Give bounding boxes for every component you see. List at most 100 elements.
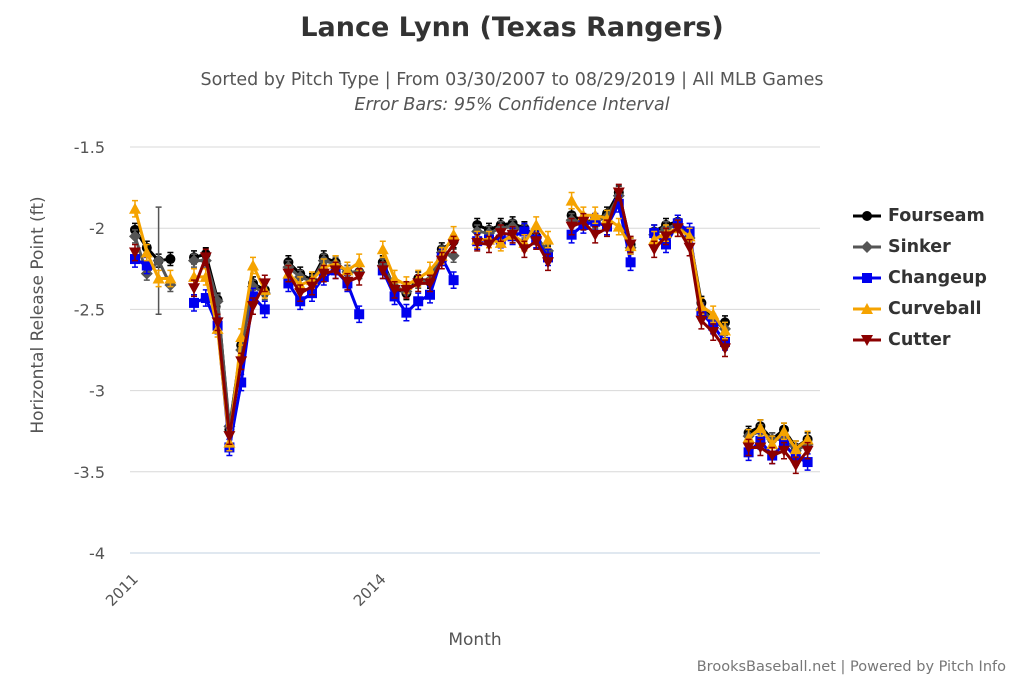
- data-point-curveball: [129, 202, 141, 214]
- data-point-cutter: [601, 223, 613, 235]
- data-point-curveball: [707, 308, 720, 320]
- data-point-cutter: [188, 283, 200, 295]
- legend: Fourseam Sinker Changeup Curveball Cutter: [852, 200, 987, 355]
- data-point-fourseam: [165, 254, 176, 265]
- data-point-changeup: [259, 304, 270, 315]
- data-point-cutter: [129, 247, 141, 259]
- legend-symbol-triangle-down-icon: [853, 334, 881, 346]
- data-point-cutter: [683, 242, 696, 254]
- data-point-changeup: [141, 260, 152, 271]
- data-point-cutter: [778, 445, 790, 457]
- legend-item-sinker[interactable]: Sinker: [852, 231, 987, 262]
- data-point-cutter: [801, 445, 814, 457]
- legend-label: Sinker: [888, 236, 951, 257]
- legend-item-cutter[interactable]: Cutter: [852, 324, 987, 355]
- data-point-cutter: [211, 317, 224, 329]
- data-point-cutter: [542, 257, 554, 269]
- x-tick-label: 2014: [350, 570, 390, 610]
- data-point-cutter: [247, 301, 259, 313]
- data-point-cutter: [754, 442, 767, 454]
- data-point-changeup: [519, 226, 530, 237]
- data-point-changeup: [413, 296, 424, 307]
- data-point-curveball: [424, 264, 436, 276]
- data-point-cutter: [707, 327, 720, 339]
- data-point-sinker: [152, 254, 165, 267]
- legend-marker: [861, 240, 873, 253]
- y-tick-label: -1.5: [74, 138, 105, 157]
- legend-item-curveball[interactable]: Curveball: [852, 293, 987, 324]
- legend-item-fourseam[interactable]: Fourseam: [852, 200, 987, 231]
- data-point-changeup: [200, 293, 211, 304]
- data-point-cutter: [518, 244, 531, 256]
- chart-title: Lance Lynn (Texas Rangers): [300, 12, 724, 43]
- data-point-curveball: [612, 220, 625, 232]
- data-point-cutter: [766, 450, 779, 462]
- data-point-cutter: [388, 284, 401, 296]
- data-point-changeup: [613, 198, 624, 209]
- data-point-cutter: [483, 239, 495, 251]
- data-point-cutter: [671, 223, 684, 235]
- y-tick-label: -2.5: [74, 300, 105, 319]
- legend-symbol-circle-icon: [853, 210, 881, 221]
- data-point-sinker: [129, 230, 141, 243]
- data-point-changeup: [802, 457, 813, 468]
- data-point-curveball: [353, 256, 366, 268]
- data-point-curveball: [376, 243, 389, 255]
- y-tick-label: -3.5: [74, 463, 105, 482]
- data-point-cutter: [577, 216, 590, 228]
- data-point-cutter: [624, 239, 637, 251]
- legend-marker: [862, 272, 872, 283]
- data-point-curveball: [683, 230, 696, 242]
- x-tick-label: 2011: [102, 570, 142, 610]
- data-point-curveball: [801, 433, 814, 445]
- data-point-sinker: [188, 254, 200, 267]
- legend-symbol-triangle-icon: [853, 302, 881, 314]
- data-point-curveball: [542, 233, 554, 245]
- data-point-curveball: [247, 259, 259, 271]
- data-point-changeup: [425, 289, 435, 300]
- data-point-cutter: [341, 276, 354, 288]
- data-point-cutter: [235, 356, 248, 368]
- series-line-changeup: [134, 202, 809, 464]
- data-point-curveball: [565, 194, 578, 206]
- y-tick-label: -3: [89, 382, 105, 401]
- data-point-changeup: [625, 257, 636, 268]
- legend-item-changeup[interactable]: Changeup: [852, 262, 987, 293]
- data-point-cutter: [565, 221, 578, 233]
- data-point-cutter: [424, 278, 436, 290]
- credits-link[interactable]: BrooksBaseball.net | Powered by Pitch In…: [696, 659, 1006, 675]
- data-point-cutter: [317, 268, 330, 280]
- legend-label: Fourseam: [888, 205, 985, 226]
- legend-symbol-diamond-icon: [853, 240, 881, 253]
- data-point-cutter: [695, 315, 708, 327]
- chart-subtitle-error-bars: Error Bars: 95% Confidence Interval: [354, 95, 670, 115]
- chart-subtitle: Sorted by Pitch Type | From 03/30/2007 t…: [200, 70, 824, 90]
- data-point-curveball: [766, 438, 779, 450]
- data-point-cutter: [294, 288, 307, 300]
- y-tick-label: -4: [89, 544, 105, 563]
- data-point-changeup: [248, 291, 258, 302]
- data-point-cutter: [648, 244, 661, 256]
- data-point-cutter: [660, 231, 672, 243]
- legend-label: Changeup: [888, 267, 987, 288]
- data-point-curveball: [494, 236, 507, 248]
- legend-symbol-square-icon: [853, 272, 881, 283]
- data-point-curveball: [778, 425, 790, 437]
- legend-marker: [861, 334, 873, 346]
- data-point-curveball: [589, 209, 602, 221]
- data-point-cutter: [199, 252, 212, 264]
- data-point-cutter: [376, 265, 389, 277]
- data-point-changeup: [401, 307, 412, 318]
- data-point-changeup: [236, 377, 247, 388]
- series-cutter: [129, 183, 814, 475]
- data-point-cutter: [719, 343, 731, 355]
- data-point-cutter: [258, 278, 271, 290]
- data-point-cutter: [412, 278, 425, 290]
- legend-marker: [862, 210, 872, 221]
- data-point-curveball: [530, 218, 543, 230]
- data-point-cutter: [400, 284, 413, 296]
- data-point-changeup: [354, 309, 365, 320]
- data-point-cutter: [612, 187, 625, 199]
- data-point-cutter: [494, 228, 507, 240]
